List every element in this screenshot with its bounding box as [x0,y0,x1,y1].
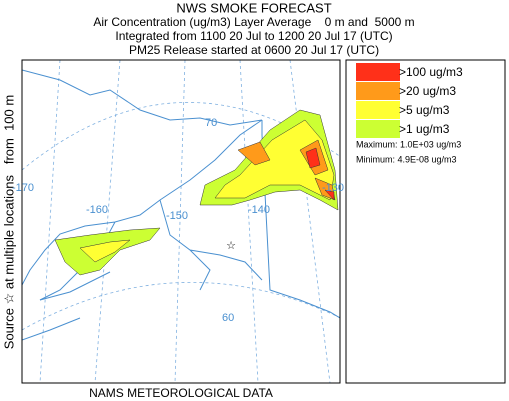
legend-label: >1 ug/m3 [399,122,450,136]
map-label: -130 [322,182,344,194]
map [22,60,340,383]
legend-swatch [356,101,400,119]
legend-label: >5 ug/m3 [399,103,450,117]
legend-label: >100 ug/m3 [399,65,463,79]
subtitle: Air Concentration (ug/m3) Layer Average … [93,15,414,29]
legend-swatch [356,82,400,100]
legend-swatch [356,63,400,81]
legend: >100 ug/m3 >20 ug/m3 >5 ug/m3 >1 ug/m3 [356,63,463,138]
legend-swatch [356,120,400,138]
side-label: Source ☆ at multiple locations from 100 … [1,95,16,349]
map-label: -150 [166,210,188,222]
map-label: -160 [86,204,108,216]
map-label: 70 [205,117,217,129]
footer: NAMS METEOROLOGICAL DATA [89,386,273,400]
subtitle: Integrated from 1100 20 Jul to 1200 20 J… [115,29,392,43]
legend-maximum: Maximum: 1.0E+03 ug/m3 [356,139,461,149]
map-frame [21,59,341,384]
map-label: 60 [222,312,234,324]
legend-minimum: Minimum: 4.9E-08 ug/m3 [356,154,457,164]
map-label: -170 [12,182,34,194]
map-label: -140 [248,204,270,216]
legend-label: >20 ug/m3 [399,84,456,98]
legend-frame [345,59,506,384]
title: NWS SMOKE FORECAST [176,0,331,15]
subtitle: PM25 Release started at 0600 20 Jul 17 (… [129,43,379,57]
source-star: ☆ [226,240,236,252]
